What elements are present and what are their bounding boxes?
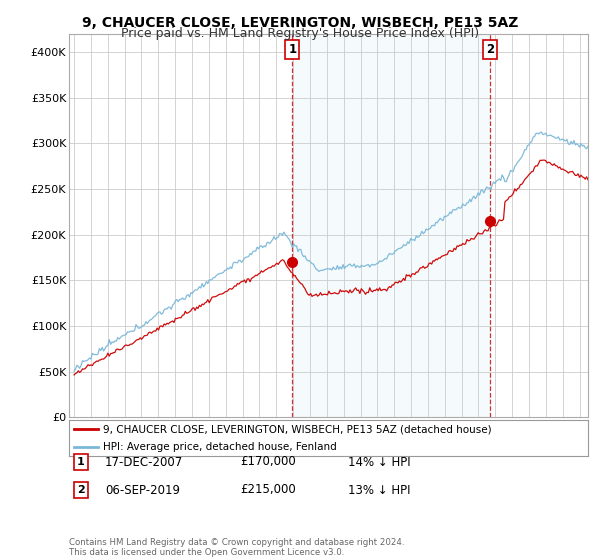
Text: 9, CHAUCER CLOSE, LEVERINGTON, WISBECH, PE13 5AZ: 9, CHAUCER CLOSE, LEVERINGTON, WISBECH, … <box>82 16 518 30</box>
Text: 1: 1 <box>77 457 85 467</box>
Text: 9, CHAUCER CLOSE, LEVERINGTON, WISBECH, PE13 5AZ (detached house): 9, CHAUCER CLOSE, LEVERINGTON, WISBECH, … <box>103 424 491 434</box>
Text: 2: 2 <box>77 485 85 495</box>
Text: £215,000: £215,000 <box>240 483 296 497</box>
Bar <box>292 34 490 417</box>
Text: 17-DEC-2007: 17-DEC-2007 <box>105 455 183 469</box>
Text: 06-SEP-2019: 06-SEP-2019 <box>105 483 180 497</box>
Text: Price paid vs. HM Land Registry's House Price Index (HPI): Price paid vs. HM Land Registry's House … <box>121 27 479 40</box>
Text: 14% ↓ HPI: 14% ↓ HPI <box>348 455 410 469</box>
Text: 2: 2 <box>487 43 494 56</box>
Text: 1: 1 <box>289 43 296 56</box>
Text: £170,000: £170,000 <box>240 455 296 469</box>
Text: HPI: Average price, detached house, Fenland: HPI: Average price, detached house, Fenl… <box>103 442 337 452</box>
Text: Contains HM Land Registry data © Crown copyright and database right 2024.
This d: Contains HM Land Registry data © Crown c… <box>69 538 404 557</box>
Text: 13% ↓ HPI: 13% ↓ HPI <box>348 483 410 497</box>
